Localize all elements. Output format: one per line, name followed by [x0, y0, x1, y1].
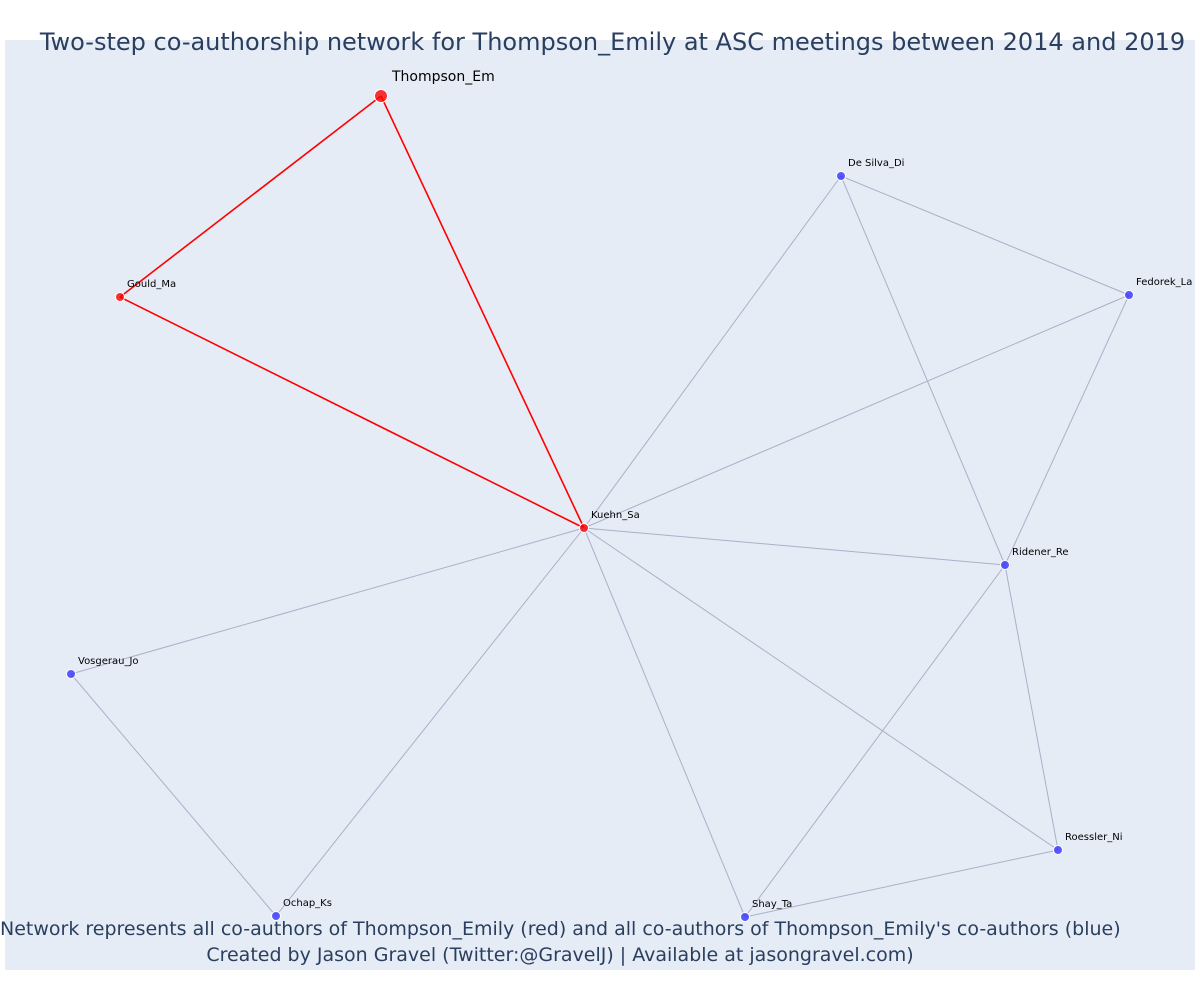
edge-ridener-re-shay-ta	[744, 564, 1006, 918]
edge-de-silva-di-fedorek-la	[840, 175, 1130, 296]
node-gould-ma[interactable]	[115, 292, 125, 302]
node-label-shay-ta: Shay_Ta	[752, 899, 792, 910]
node-kuehn-sa[interactable]	[579, 523, 589, 533]
node-label-kuehn-sa: Kuehn_Sa	[591, 510, 640, 521]
edge-kuehn-sa-roessler-ni	[583, 527, 1059, 851]
caption-line-1: Network represents all co-authors of Tho…	[0, 918, 1121, 940]
edge-thompson-em-kuehn-sa	[380, 95, 585, 529]
edge-ridener-re-roessler-ni	[1004, 564, 1059, 851]
node-thompson-em[interactable]	[374, 89, 388, 103]
node-ochap-ks[interactable]	[271, 911, 281, 921]
edge-de-silva-di-ridener-re	[840, 175, 1006, 566]
node-fedorek-la[interactable]	[1124, 290, 1134, 300]
edge-kuehn-sa-shay-ta	[583, 527, 746, 918]
caption-line-2: Created by Jason Gravel (Twitter:@Gravel…	[206, 944, 914, 966]
edge-shay-ta-roessler-ni	[744, 849, 1059, 918]
node-label-ochap-ks: Ochap_Ks	[283, 898, 332, 909]
edge-fedorek-la-ridener-re	[1004, 294, 1130, 566]
edge-kuehn-sa-fedorek-la	[583, 294, 1130, 529]
chart-title: Two-step co-authorship network for Thomp…	[39, 28, 1186, 56]
node-label-fedorek-la: Fedorek_La	[1136, 277, 1192, 288]
edge-kuehn-sa-ridener-re	[583, 527, 1006, 566]
node-label-ridener-re: Ridener_Re	[1012, 547, 1068, 558]
node-roessler-ni[interactable]	[1053, 845, 1063, 855]
node-label-roessler-ni: Roessler_Ni	[1065, 832, 1123, 843]
labels-layer: Thompson_Em Gould_Ma Kuehn_Sa De Silva_Di Fe…	[78, 69, 1192, 910]
node-label-de-silva-di: De Silva_Di	[848, 158, 904, 169]
node-shay-ta[interactable]	[740, 912, 750, 922]
node-de-silva-di[interactable]	[836, 171, 846, 181]
edges-layer	[70, 95, 1130, 918]
node-label-gould-ma: Gould_Ma	[127, 279, 176, 290]
edge-kuehn-sa-de-silva-di	[583, 175, 842, 529]
node-label-thompson-em: Thompson_Em	[391, 69, 495, 85]
edge-thompson-em-gould-ma	[119, 95, 382, 298]
nodes-layer	[66, 89, 1134, 922]
plot-background	[5, 40, 1195, 970]
node-label-vosgerau-jo: Vosgerau_Jo	[78, 656, 139, 667]
edge-gould-ma-kuehn-sa	[119, 296, 585, 529]
edge-kuehn-sa-vosgerau-jo	[70, 527, 585, 675]
edge-vosgerau-jo-ochap-ks	[70, 673, 277, 917]
node-vosgerau-jo[interactable]	[66, 669, 76, 679]
edge-kuehn-sa-ochap-ks	[275, 527, 585, 917]
node-ridener-re[interactable]	[1000, 560, 1010, 570]
